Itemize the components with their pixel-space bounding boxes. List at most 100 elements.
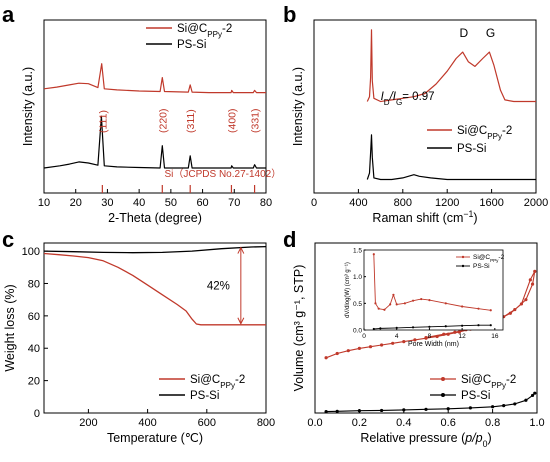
panel-b: b 0 400 800 1200 1600 2000 Raman shift (cm−1) In…	[283, 2, 548, 225]
inset-data-point	[411, 326, 415, 329]
x-tick-label: 40	[133, 197, 145, 209]
inset-y-tick-label: 0.0	[353, 328, 362, 335]
legend-label: Si@CPPy-2	[190, 374, 245, 390]
x-tick-label: 400	[349, 197, 367, 209]
panel-letter-c: c	[2, 227, 14, 252]
legend-label: Si@CPPy-2	[177, 23, 232, 39]
loss-label: 42%	[207, 281, 230, 293]
inset-data-point	[444, 325, 447, 328]
series-line-si-c-ppy-2	[366, 29, 536, 103]
x-axis-label: 2-Theta (degree)	[108, 211, 202, 225]
legend-label: Si@CPPy-2	[461, 374, 516, 390]
data-point	[524, 398, 528, 402]
x-tick-label: 0.4	[396, 417, 411, 429]
inset-data-point	[403, 302, 406, 305]
data-point	[519, 302, 524, 306]
x-tick-label: 1200	[435, 197, 459, 209]
x-tick-label: 600	[198, 417, 216, 429]
legend-label: Si@CPPy-2	[457, 125, 512, 141]
data-point	[380, 408, 384, 413]
x-tick-label: 400	[138, 417, 156, 429]
x-tick-label: 0.2	[352, 417, 367, 429]
inset-data-point	[461, 324, 464, 327]
data-point	[530, 282, 535, 286]
data-point	[391, 341, 395, 345]
x-axis-label: Relative pressure (p/p0)	[360, 431, 491, 449]
x-tick-label: 1600	[479, 197, 503, 209]
y-tick-label: 80	[28, 278, 40, 290]
y-tick-label: 60	[28, 311, 40, 323]
data-point	[530, 393, 535, 398]
data-point	[380, 343, 384, 347]
plot-frame	[43, 242, 267, 414]
inset-legend-label: Si@CPPy-2	[473, 254, 505, 263]
legend-marker	[441, 393, 445, 397]
data-point	[524, 298, 528, 302]
inset-y-tick-label: 1.5	[353, 248, 362, 255]
x-tick-label: 2000	[524, 197, 548, 209]
legend-label: PS-Si	[190, 390, 219, 402]
inset-legend-label: PS-Si	[473, 263, 490, 270]
plot-frame	[314, 242, 538, 414]
inset-chart: 0 4 8 12 16 0.0 0.5 1.0 1.5 Pore Width (nm) dV/dlo…	[345, 248, 505, 349]
data-point	[468, 406, 472, 410]
y-axis-label: Intensity (a.u.)	[291, 67, 305, 146]
peak-label: (400)	[226, 108, 238, 133]
x-tick-label: 80	[260, 197, 272, 209]
panel-letter-b: b	[283, 2, 296, 27]
data-point	[513, 307, 517, 312]
data-point	[424, 407, 428, 411]
data-point	[402, 408, 406, 412]
inset-data-point	[428, 325, 431, 328]
inset-x-tick-label: 4	[395, 333, 399, 340]
inset-data-point	[395, 326, 398, 329]
x-tick-label: 1.0	[529, 417, 544, 429]
x-tick-label: 70	[228, 197, 240, 209]
panel-a: a 10 20 30 40 50 60 70 80 2-Theta (degree) Intensi…	[2, 2, 281, 225]
x-tick-label: 10	[38, 197, 50, 209]
series-line-ps-si	[326, 392, 536, 413]
data-point	[402, 340, 406, 344]
peak-label: (111)	[97, 110, 109, 133]
inset-data-point	[374, 302, 377, 305]
x-axis-label: Temperature (℃)	[107, 431, 203, 445]
data-point	[533, 269, 537, 273]
y-axis-label: Intensity (a.u.)	[21, 67, 35, 146]
x-tick-label: 0.6	[441, 417, 456, 429]
series-line-ps-si	[366, 134, 536, 181]
data-point	[324, 409, 328, 414]
inset-y-label: dV/dlog(W) (cm³ g⁻¹)	[345, 262, 351, 318]
panel-d: d 0.0 0.2 0.4 0.6 0.8 1.0 Relative pressure (p/…	[283, 227, 545, 449]
inset-data-point	[489, 309, 492, 312]
inset-x-tick-label: 12	[459, 333, 467, 340]
inset-data-point	[444, 302, 447, 305]
inset-data-point	[428, 299, 431, 302]
inset-data-point	[420, 297, 423, 301]
inset-legend-marker	[461, 255, 465, 259]
x-tick-label: 20	[70, 197, 82, 209]
y-axis-label: Volume (cm³ g⁻¹, STP)	[292, 265, 306, 392]
y-tick-label: 20	[28, 376, 40, 388]
data-point	[502, 404, 506, 408]
legend-label: PS-Si	[461, 390, 490, 402]
inset-data-point	[372, 327, 375, 331]
inset-data-point	[395, 303, 398, 306]
legend-marker	[441, 377, 445, 381]
inset-y-tick-label: 1.0	[353, 274, 362, 281]
peak-label: (311)	[185, 109, 197, 133]
data-point	[357, 346, 361, 350]
inset-y-tick-label: 0.5	[353, 301, 362, 308]
band-label-d: D	[460, 26, 469, 40]
data-point	[457, 330, 461, 334]
legend-label: PS-Si	[177, 39, 206, 51]
inset-data-point	[461, 305, 464, 308]
data-point	[424, 336, 428, 340]
plot-frame	[43, 19, 267, 194]
reference-label: Si（JCPDS No.27-1402）	[165, 168, 282, 180]
x-tick-label: 0.0	[307, 417, 322, 429]
panel-letter-d: d	[283, 227, 296, 252]
inset-data-point	[411, 299, 415, 302]
data-point	[528, 278, 532, 282]
